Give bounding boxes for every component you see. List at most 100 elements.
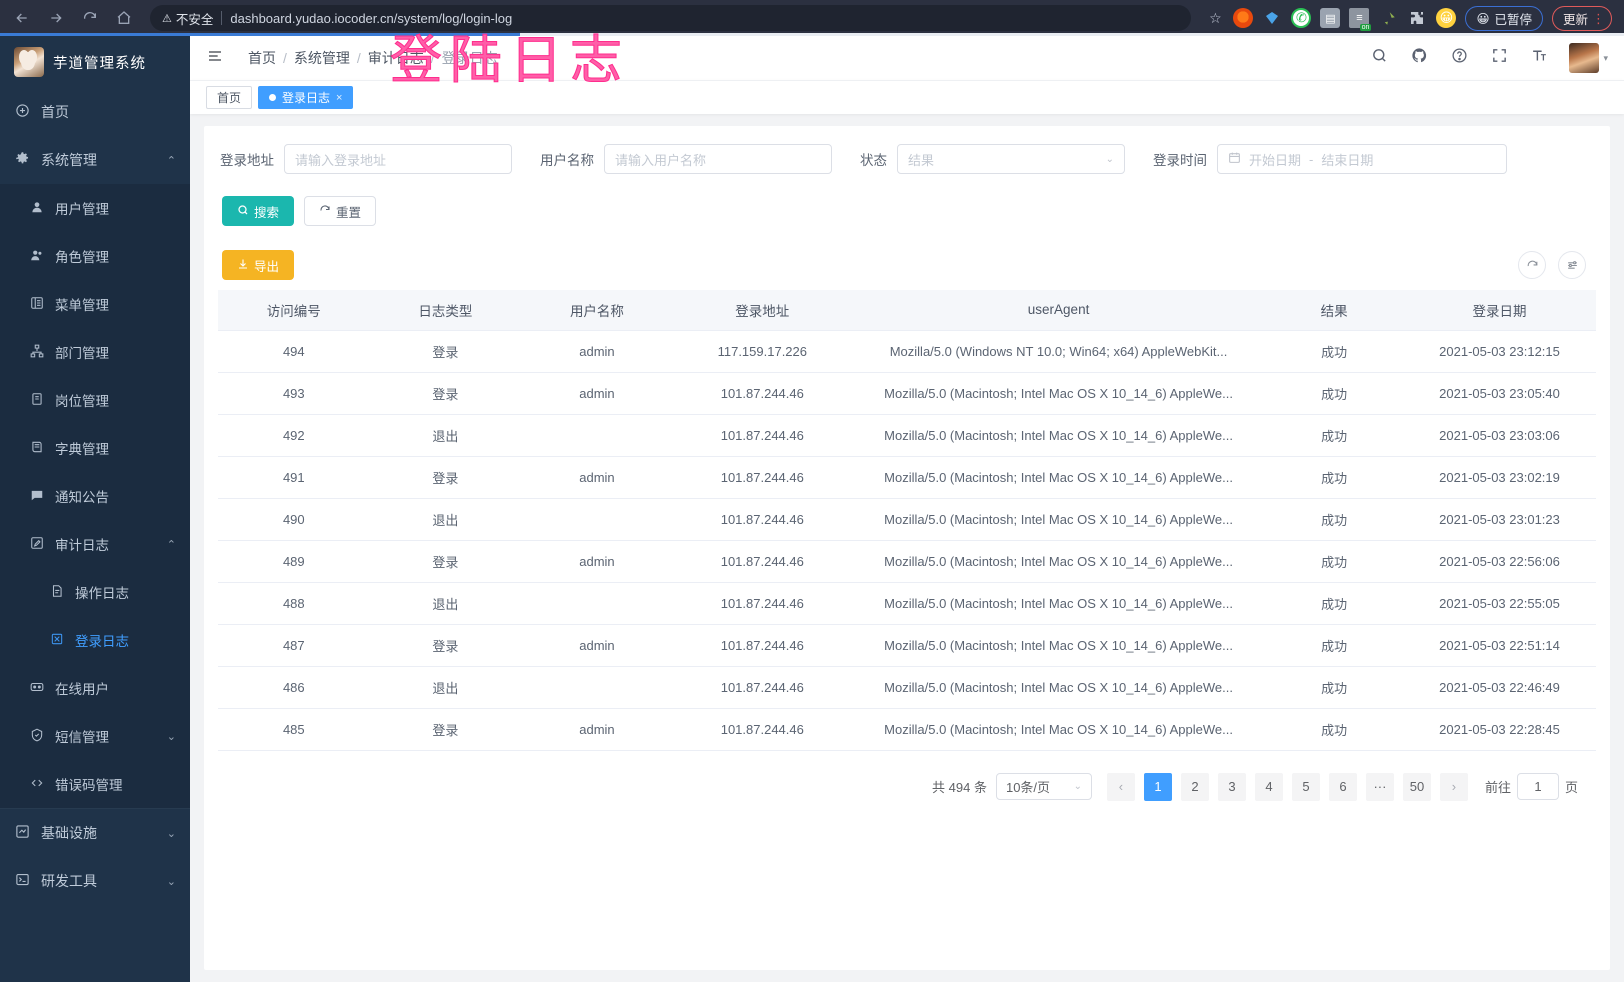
column-settings-icon[interactable] bbox=[1558, 251, 1586, 279]
list-ext-icon[interactable]: ≡ on bbox=[1349, 8, 1372, 31]
column-header-addr[interactable]: 登录地址 bbox=[672, 290, 852, 331]
page-button-1[interactable]: 1 bbox=[1143, 772, 1172, 801]
clipboard-ext-icon[interactable]: ▤ bbox=[1320, 8, 1341, 28]
avatar-menu[interactable]: ▾ bbox=[1569, 43, 1608, 73]
search-button[interactable]: 搜索 bbox=[222, 196, 295, 226]
sidebar-item-dict[interactable]: 字典管理 bbox=[0, 424, 190, 472]
emoji-ext-icon[interactable]: 😀 bbox=[1436, 8, 1457, 28]
bookmark-star-icon[interactable]: ☆ bbox=[1209, 9, 1222, 26]
column-header-user[interactable]: 用户名称 bbox=[521, 290, 673, 331]
sidebar-item-online[interactable]: 在线用户 bbox=[0, 664, 190, 712]
login-time-range-picker[interactable]: 开始日期 - 结束日期 bbox=[1217, 144, 1507, 174]
close-icon[interactable]: × bbox=[336, 91, 343, 104]
page-button-2[interactable]: 2 bbox=[1180, 772, 1209, 801]
sidebar-item-system[interactable]: 系统管理 ⌃ bbox=[0, 136, 190, 184]
paused-indicator[interactable]: 😀 已暂停 bbox=[1465, 5, 1543, 31]
table-row[interactable]: 490 退出 101.87.244.46 Mozilla/5.0 (Macintosh… bbox=[218, 498, 1596, 541]
sidebar-item-role[interactable]: 角色管理 bbox=[0, 232, 190, 280]
page-button-5[interactable]: 5 bbox=[1291, 772, 1320, 801]
tools-icon bbox=[14, 872, 31, 890]
page-size-select[interactable]: 10条/页 ⌄ bbox=[995, 773, 1092, 800]
sidebar-item-dept[interactable]: 部门管理 bbox=[0, 328, 190, 376]
update-button[interactable]: 更新 ⋮ bbox=[1551, 5, 1612, 31]
table-row[interactable]: 487 登录 admin 101.87.244.46 Mozilla/5.0 (Maci… bbox=[218, 624, 1596, 667]
help-icon[interactable] bbox=[1449, 47, 1469, 69]
security-indicator[interactable]: ⚠ 不安全 bbox=[162, 9, 213, 28]
page-button-4[interactable]: 4 bbox=[1254, 772, 1283, 801]
column-header-ua[interactable]: userAgent bbox=[851, 290, 1266, 331]
chevron-down-icon: ⌄ bbox=[166, 730, 176, 743]
wechat-ext-icon[interactable]: ✆ bbox=[1291, 8, 1312, 28]
breadcrumb-item-1[interactable]: 系统管理 bbox=[293, 50, 350, 66]
sidebar-item-op-log[interactable]: 操作日志 bbox=[0, 568, 190, 616]
back-arrow-icon[interactable] bbox=[8, 4, 36, 32]
search-icon[interactable] bbox=[1369, 47, 1389, 69]
address-bar[interactable]: ⚠ 不安全 dashboard.yudao.iocoder.cn/system/… bbox=[150, 5, 1192, 31]
cell-addr: 101.87.244.46 bbox=[672, 372, 852, 415]
sidebar-item-devtools[interactable]: 研发工具 ⌄ bbox=[0, 857, 190, 905]
cell-user bbox=[521, 666, 673, 709]
sidebar-item-infra[interactable]: 基础设施 ⌄ bbox=[0, 809, 190, 857]
table-row[interactable]: 485 登录 admin 101.87.244.46 Mozilla/5.0 (Maci… bbox=[218, 708, 1596, 751]
kebab-menu-icon[interactable]: ⋮ bbox=[1592, 10, 1605, 26]
table-row[interactable]: 492 退出 101.87.244.46 Mozilla/5.0 (Macintosh… bbox=[218, 414, 1596, 457]
username-input[interactable]: 请输入用户名称 bbox=[604, 144, 832, 174]
pin-ext-icon[interactable] bbox=[1378, 8, 1398, 28]
reload-icon[interactable] bbox=[76, 4, 104, 32]
sidebar-item-sms[interactable]: 短信管理 ⌄ bbox=[0, 712, 190, 760]
login-addr-input[interactable]: 请输入登录地址 bbox=[284, 144, 512, 174]
table-row[interactable]: 489 登录 admin 101.87.244.46 Mozilla/5.0 (Maci… bbox=[218, 540, 1596, 583]
sidebar-item-home[interactable]: 首页 bbox=[0, 88, 190, 136]
diamond-ext-icon[interactable] bbox=[1262, 8, 1282, 28]
cell-addr: 101.87.244.46 bbox=[672, 708, 852, 751]
page-button-6[interactable]: 6 bbox=[1328, 772, 1357, 801]
chevron-up-icon: ⌃ bbox=[166, 538, 176, 551]
table-row[interactable]: 494 登录 admin 117.159.17.226 Mozilla/5.0 (Win… bbox=[218, 330, 1596, 373]
sidebar-item-menu[interactable]: 菜单管理 bbox=[0, 280, 190, 328]
update-label: 更新 bbox=[1562, 12, 1588, 27]
next-page-button[interactable]: › bbox=[1439, 772, 1468, 801]
sidebar-item-notice[interactable]: 通知公告 bbox=[0, 472, 190, 520]
brand[interactable]: 芋道管理系统 bbox=[0, 36, 190, 88]
tab-login-log[interactable]: 登录日志 × bbox=[258, 86, 354, 109]
column-header-date[interactable]: 登录日期 bbox=[1403, 290, 1596, 331]
table-body: 494 登录 admin 117.159.17.226 Mozilla/5.0 (Win… bbox=[218, 330, 1596, 751]
page-button-50[interactable]: 50 bbox=[1402, 772, 1431, 801]
fullscreen-icon[interactable] bbox=[1489, 47, 1509, 69]
home-icon[interactable] bbox=[110, 4, 138, 32]
cell-user bbox=[521, 414, 673, 457]
sidebar-item-errcode[interactable]: 错误码管理 bbox=[0, 760, 190, 808]
table-row[interactable]: 486 退出 101.87.244.46 Mozilla/5.0 (Macintosh… bbox=[218, 666, 1596, 709]
reset-button[interactable]: 重置 bbox=[304, 196, 377, 226]
table-row[interactable]: 493 登录 admin 101.87.244.46 Mozilla/5.0 (Maci… bbox=[218, 372, 1596, 415]
export-button[interactable]: 导出 bbox=[222, 250, 295, 280]
puzzle-ext-icon[interactable] bbox=[1407, 8, 1427, 28]
prev-page-button[interactable]: ‹ bbox=[1106, 772, 1135, 801]
sidebar-item-audit-log[interactable]: 审计日志 ⌃ bbox=[0, 520, 190, 568]
cell-addr: 101.87.244.46 bbox=[672, 498, 852, 541]
page-ellipsis[interactable]: ··· bbox=[1365, 772, 1394, 801]
refresh-table-icon[interactable] bbox=[1518, 251, 1546, 279]
github-icon[interactable] bbox=[1409, 47, 1429, 69]
cell-date: 2021-05-03 22:56:06 bbox=[1403, 540, 1596, 583]
breadcrumb-item-0[interactable]: 首页 bbox=[248, 50, 276, 66]
ublock-icon[interactable] bbox=[1233, 8, 1254, 28]
sidebar-item-login-log[interactable]: 登录日志 bbox=[0, 616, 190, 664]
font-size-icon[interactable] bbox=[1529, 47, 1549, 69]
table-row[interactable]: 488 退出 101.87.244.46 Mozilla/5.0 (Macintosh… bbox=[218, 582, 1596, 625]
breadcrumb-item-2[interactable]: 审计日志 bbox=[367, 50, 424, 66]
status-select[interactable]: 结果 ⌄ bbox=[897, 144, 1125, 174]
jump-input[interactable]: 1 bbox=[1516, 773, 1559, 800]
sidebar-item-post[interactable]: 岗位管理 bbox=[0, 376, 190, 424]
hamburger-icon[interactable] bbox=[206, 48, 232, 69]
total-count-label: 共 494 条 bbox=[932, 780, 987, 795]
table-row[interactable]: 491 登录 admin 101.87.244.46 Mozilla/5.0 (Maci… bbox=[218, 456, 1596, 499]
cell-user bbox=[521, 582, 673, 625]
column-header-result[interactable]: 结果 bbox=[1265, 290, 1404, 331]
sidebar-item-user[interactable]: 用户管理 bbox=[0, 184, 190, 232]
tab-home[interactable]: 首页 bbox=[206, 86, 253, 109]
forward-arrow-icon[interactable] bbox=[42, 4, 70, 32]
column-header-id[interactable]: 访问编号 bbox=[218, 290, 370, 331]
page-button-3[interactable]: 3 bbox=[1217, 772, 1246, 801]
column-header-type[interactable]: 日志类型 bbox=[369, 290, 522, 331]
